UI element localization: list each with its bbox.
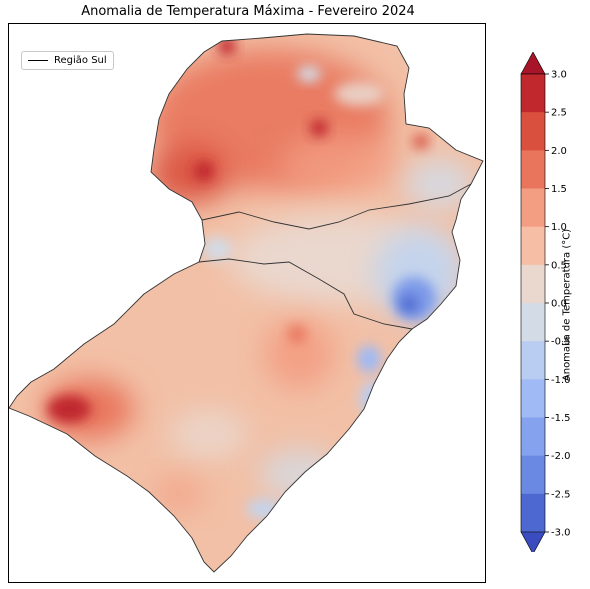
colorbar-segment xyxy=(521,379,545,418)
colorbar-extend-min xyxy=(520,531,546,552)
colorbar-tick-label: -1.5 xyxy=(551,413,571,424)
colorbar-tick-label: -2.0 xyxy=(551,451,571,462)
map-panel: Região Sul xyxy=(8,23,486,583)
legend-line-icon xyxy=(28,60,48,61)
colorbar-segment xyxy=(521,112,545,151)
colorbar-segment xyxy=(521,226,545,266)
colorbar-tick-label: -2.5 xyxy=(551,489,571,500)
legend-label: Região Sul xyxy=(54,55,107,66)
colorbar-extend-max xyxy=(520,52,546,75)
colorbar-tick-label: -0.5 xyxy=(551,337,571,348)
map-title: Anomalia de Temperatura Máxima - Feverei… xyxy=(81,4,415,19)
hot-spot-north-parana xyxy=(218,37,236,55)
colorbar-tick-label: 0.0 xyxy=(551,299,567,310)
colorbar-tick-label: 1.0 xyxy=(551,222,567,233)
colorbar-label: Anomalia de Temperatura (°C) xyxy=(561,228,573,382)
colorbar-tick-label: 2.0 xyxy=(551,146,567,157)
colorbar-tick-label: 2.5 xyxy=(551,108,567,119)
hot-spot-west-parana xyxy=(194,161,214,181)
colorbar-segment xyxy=(521,303,545,342)
map-legend: Região Sul xyxy=(21,51,114,70)
colorbar-tick-label: -3.0 xyxy=(551,528,571,539)
colorbar-segment xyxy=(521,493,545,533)
south-region-map xyxy=(9,33,484,573)
colorbar-segment xyxy=(521,417,545,457)
hot-spot-central-parana xyxy=(310,119,328,137)
colorbar: 3.0 2.5 2.0 1.5 1.0 0.5 0.0 -0.5 -1.0 -1.5 -2.0 -2.… xyxy=(520,52,571,552)
colorbar-tick-label: 3.0 xyxy=(551,70,567,81)
colorbar-segment xyxy=(521,455,545,495)
colorbar-segment xyxy=(521,264,545,304)
colorbar-segment xyxy=(521,150,545,189)
colorbar-segment xyxy=(521,341,545,380)
colorbar-tick-label: -1.0 xyxy=(551,375,571,386)
anomaly-field xyxy=(9,34,483,572)
colorbar-tick-label: 1.5 xyxy=(551,184,567,195)
colorbar-segment xyxy=(521,188,545,228)
colorbar-segment xyxy=(521,74,545,113)
border-santa-catarina-rgs xyxy=(198,258,413,330)
border-parana-santa-catarina xyxy=(201,183,472,230)
colorbar-tick-label: 0.5 xyxy=(551,260,567,271)
hot-spot-southwest-rgs xyxy=(47,395,91,423)
